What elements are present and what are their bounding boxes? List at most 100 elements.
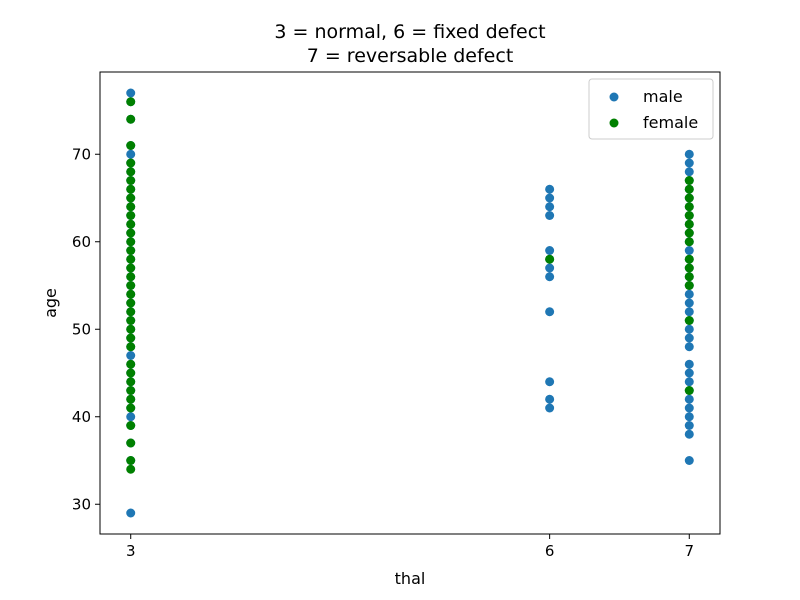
point-female: [684, 176, 694, 185]
point-female: [126, 316, 136, 325]
point-female: [126, 289, 136, 299]
point-female: [126, 403, 136, 413]
point-female: [126, 456, 136, 465]
point-female: [684, 193, 694, 203]
point-male: [545, 193, 555, 203]
point-male: [126, 149, 136, 159]
point-male: [545, 272, 555, 282]
point-male: [126, 412, 136, 422]
y-tick-label: 70: [72, 145, 91, 163]
point-female: [126, 176, 136, 185]
point-female: [126, 237, 136, 247]
point-male: [684, 429, 694, 439]
point-female: [126, 359, 136, 369]
point-male: [126, 351, 136, 360]
x-axis-ticks: 3 6 7: [126, 534, 694, 560]
point-male: [545, 246, 555, 255]
point-male: [684, 342, 694, 352]
point-male: [684, 333, 694, 343]
point-female: [684, 272, 694, 282]
point-female: [126, 394, 136, 404]
point-male: [545, 211, 555, 220]
x-tick-label: 3: [126, 542, 136, 560]
point-female: [126, 281, 136, 290]
point-male: [126, 508, 136, 518]
y-axis-ticks: 30 40 50 60 70: [72, 145, 100, 513]
point-male: [545, 263, 555, 273]
y-tick-label: 40: [72, 408, 91, 426]
point-male: [684, 324, 694, 334]
point-female: [126, 141, 136, 150]
chart-title: 3 = normal, 6 = fixed defect 7 = reversa…: [274, 21, 545, 67]
y-axis-label: age: [41, 288, 60, 318]
point-female: [126, 438, 136, 448]
point-female: [126, 158, 136, 168]
point-female: [126, 333, 136, 343]
x-tick-label: 7: [685, 542, 695, 560]
point-male: [684, 421, 694, 430]
point-female: [126, 368, 136, 378]
point-male: [684, 456, 694, 465]
legend-marker-male: [609, 92, 619, 102]
point-female: [684, 263, 694, 273]
point-male: [545, 202, 555, 212]
x-axis-label: thal: [395, 569, 426, 588]
point-male: [545, 307, 555, 317]
point-male: [545, 377, 555, 387]
point-female: [126, 167, 136, 177]
point-male: [545, 394, 555, 404]
point-female: [684, 281, 694, 290]
point-female: [126, 386, 136, 395]
legend-label-female: female: [643, 113, 698, 132]
title-line-1: 3 = normal, 6 = fixed defect: [274, 21, 545, 43]
point-female: [126, 184, 136, 194]
point-female: [126, 464, 136, 474]
point-female: [684, 316, 694, 325]
point-female: [126, 377, 136, 387]
point-female: [126, 211, 136, 220]
point-female: [126, 307, 136, 317]
point-female: [684, 386, 694, 395]
point-male: [684, 307, 694, 317]
plot-frame: [99, 71, 721, 535]
point-female: [545, 254, 555, 264]
point-female: [126, 193, 136, 203]
point-male: [684, 403, 694, 413]
point-female: [684, 237, 694, 247]
legend: male female: [588, 78, 714, 140]
point-female: [126, 202, 136, 212]
legend-box: [588, 78, 714, 140]
point-male: [684, 377, 694, 387]
y-tick-label: 30: [72, 495, 91, 513]
point-male: [684, 167, 694, 177]
point-female: [684, 219, 694, 229]
y-tick-label: 50: [72, 320, 91, 338]
point-female: [684, 254, 694, 264]
point-male: [126, 88, 136, 98]
point-female: [126, 246, 136, 255]
point-female: [126, 298, 136, 308]
point-male: [684, 289, 694, 299]
point-male: [684, 246, 694, 255]
legend-marker-female: [609, 118, 619, 128]
point-female: [126, 421, 136, 430]
point-female: [126, 114, 136, 124]
point-male: [684, 394, 694, 404]
point-male: [545, 403, 555, 413]
point-male: [684, 158, 694, 168]
point-male: [545, 184, 555, 194]
point-male: [684, 412, 694, 422]
point-male: [684, 149, 694, 159]
point-female: [126, 342, 136, 352]
x-tick-label: 6: [545, 542, 555, 560]
point-male: [684, 368, 694, 378]
point-female: [684, 184, 694, 194]
point-female: [126, 254, 136, 264]
plot-points: [126, 88, 694, 518]
point-female: [126, 219, 136, 229]
point-female: [126, 272, 136, 282]
point-female: [126, 228, 136, 238]
point-female: [684, 228, 694, 238]
point-female: [126, 97, 136, 107]
